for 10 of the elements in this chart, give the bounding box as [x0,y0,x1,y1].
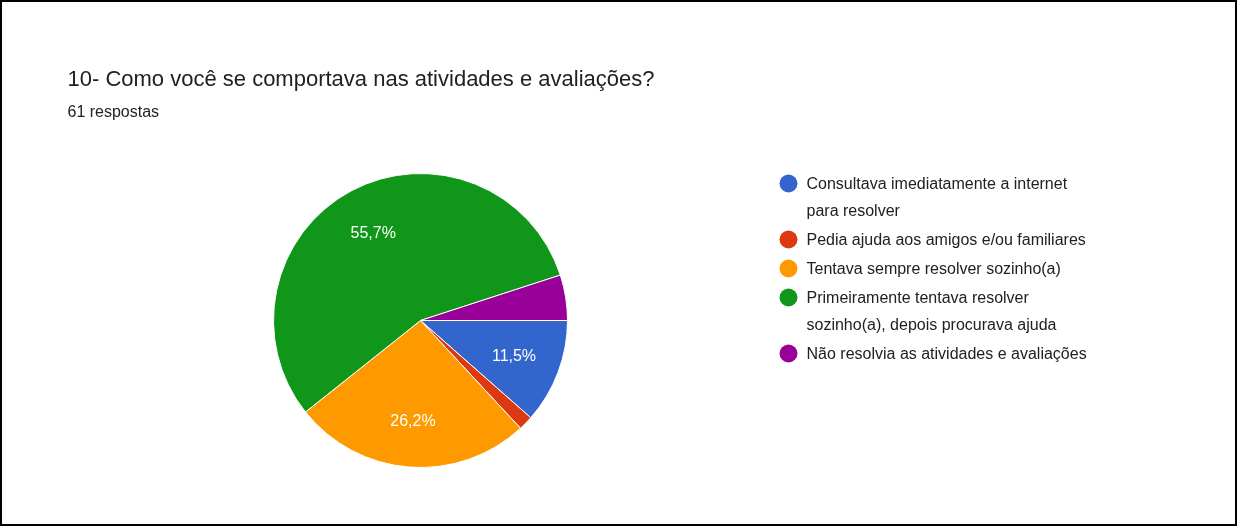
legend-label: Não resolvia as atividades e avaliações [806,345,1087,362]
chart-title: 10- Como você se comportava nas atividades e avaliações? [67,66,655,91]
data-label: 55,7% [350,223,396,241]
legend-label: Tentava sempre resolver sozinho(a) [806,260,1061,277]
data-label: 11,5% [491,347,537,365]
text: 61 respostas [67,103,160,120]
legend-label: Consultava imediatamente a internet para resolver [806,175,1068,219]
data-label: 26,2% [390,411,436,429]
legend-label: Pedia ajuda aos amigos e/ou familiares [806,231,1086,248]
legend-label: Primeiramente tentava resolver sozinho(a), depois procurava ajuda [806,289,1057,333]
